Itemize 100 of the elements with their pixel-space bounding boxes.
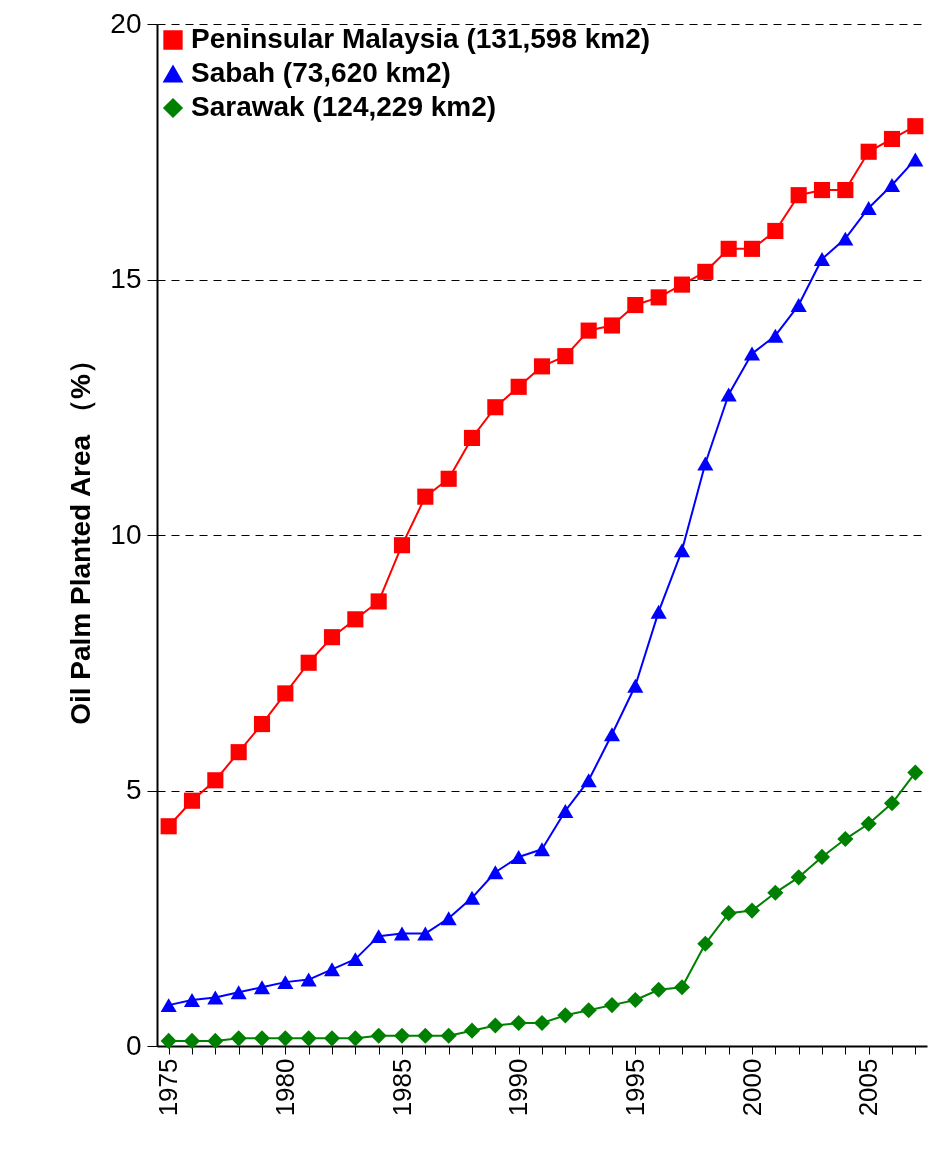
point [697,263,714,280]
legend-label: Sarawak (124,229 km2) [191,91,497,122]
point [300,654,317,671]
point [253,980,271,995]
point [510,378,527,395]
y-axis-title: Oil Palm Planted Area （%） [65,346,97,725]
point [603,727,621,742]
y-tick-label: 0 [125,1029,142,1061]
point [463,890,481,905]
point [790,869,807,886]
point [767,884,784,901]
x-tick-label: 1980 [269,1058,300,1117]
point [907,118,924,135]
point [440,911,457,926]
point [323,629,341,646]
point [603,317,621,334]
point [463,429,481,446]
point [207,990,224,1005]
point [860,815,877,832]
point [417,926,434,941]
point [370,1027,387,1044]
point [603,997,621,1014]
point [487,1017,504,1034]
point [183,993,201,1007]
point [207,772,224,789]
point [743,902,761,919]
point [323,1030,341,1047]
point [720,905,737,922]
point [300,972,317,987]
point [790,298,807,313]
point [347,952,364,967]
point [533,358,551,375]
point [393,926,411,941]
x-tick-label: 1995 [619,1058,650,1117]
point [277,685,294,702]
point [557,1007,574,1024]
point [813,848,831,865]
point [907,152,924,167]
point [860,200,877,215]
point [580,322,597,339]
point [813,252,831,267]
point [487,399,504,416]
point [650,981,667,998]
point [440,1027,457,1044]
x-tick-label: 1985 [386,1058,417,1117]
point [440,470,457,487]
point [533,842,551,857]
point [510,1014,527,1032]
point [370,593,387,610]
point [627,296,644,314]
point [277,1030,294,1047]
point [230,1030,247,1047]
point [697,456,714,471]
point [627,991,644,1009]
point [487,865,504,880]
x-tick-label: 1990 [503,1058,534,1117]
y-tick-label: 5 [125,774,142,805]
legend-label: Sabah (73,620 km2) [191,57,451,88]
point [580,1002,597,1019]
point [323,962,341,977]
point [557,803,574,818]
point [767,328,784,343]
point [743,346,761,361]
point [160,818,177,835]
point [393,1027,411,1044]
point [463,1022,481,1039]
point [883,177,901,192]
x-tick-label: 2005 [853,1058,884,1117]
point [907,764,924,781]
point [393,537,411,554]
point [650,289,667,306]
point [533,1014,551,1032]
y-tick-label: 15 [110,263,142,294]
point [720,387,737,402]
point [790,187,807,204]
point [417,1027,434,1044]
point [743,240,761,257]
y-tick-label: 10 [110,518,142,550]
point [300,1030,317,1047]
point [370,929,387,944]
point [720,240,737,257]
y-tick-label: 20 [110,7,142,39]
point [837,231,854,246]
point [673,543,691,558]
point [160,998,177,1013]
point [230,744,247,761]
point [183,1032,201,1049]
point [673,276,691,293]
legend-label: Peninsular Malaysia (131,598 km2) [191,23,651,54]
point [627,678,644,693]
point [510,849,527,864]
point [557,348,574,365]
point [230,985,247,1000]
point [813,182,831,199]
point [837,182,854,199]
point [347,611,364,628]
point [883,795,901,812]
point [860,143,877,160]
point [253,1030,271,1047]
point [183,792,201,809]
